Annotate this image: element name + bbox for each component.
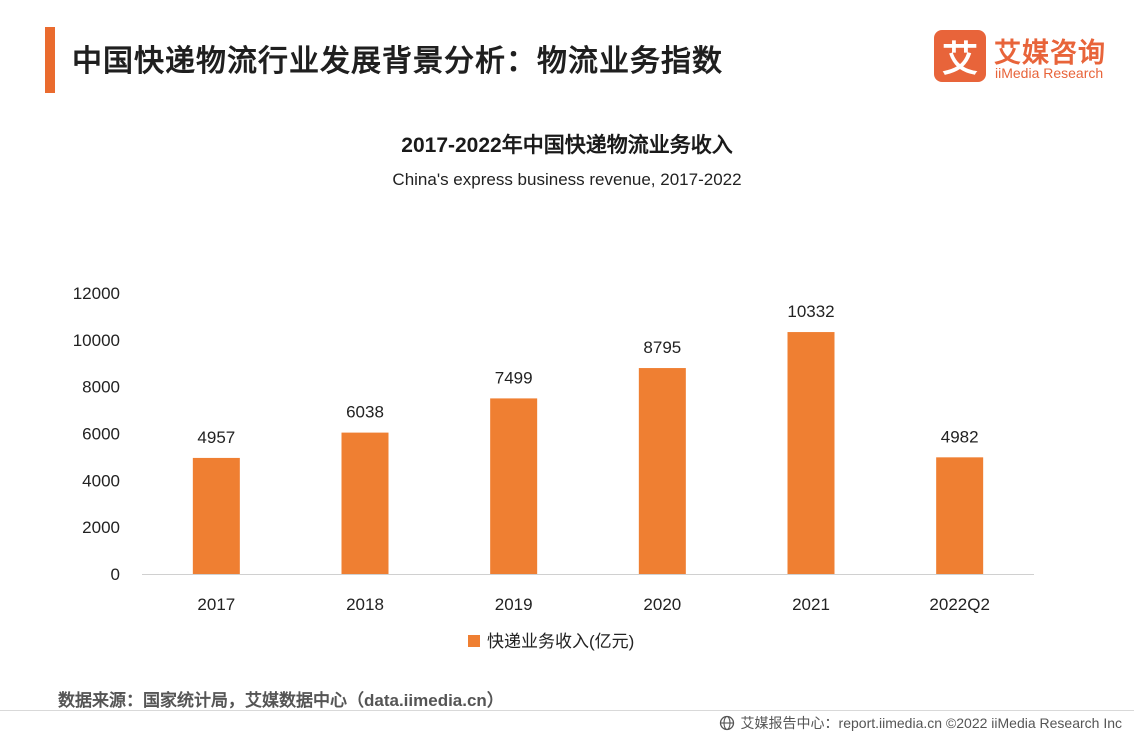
- x-tick-label-2019: 2019: [495, 595, 533, 614]
- data-label-2022Q2: 4982: [941, 427, 979, 446]
- footer: 艾媒报告中心：report.iimedia.cn ©2022 iiMedia R…: [719, 713, 1122, 733]
- footer-text: 艾媒报告中心：report.iimedia.cn ©2022 iiMedia R…: [740, 715, 1122, 731]
- x-tick-label-2017: 2017: [197, 595, 235, 614]
- data-label-2017: 4957: [197, 428, 235, 447]
- bar-2022Q2: [936, 457, 984, 574]
- footer-divider: [0, 710, 1134, 711]
- data-label-2020: 8795: [643, 338, 681, 357]
- logo-name-cn: 艾媒咨询: [994, 38, 1106, 68]
- legend-swatch: [468, 635, 480, 647]
- bar-2017: [192, 457, 240, 574]
- x-tick-label-2018: 2018: [346, 595, 384, 614]
- x-tick-label-2021: 2021: [792, 595, 830, 614]
- globe-icon: [719, 715, 734, 731]
- y-tick-label: 10000: [73, 331, 120, 350]
- legend-label: 快递业务收入(亿元): [487, 632, 634, 651]
- title-accent-bar: [45, 27, 55, 93]
- y-tick-label: 6000: [82, 425, 120, 444]
- bar-2018: [341, 432, 389, 574]
- x-tick-label-2020: 2020: [643, 595, 681, 614]
- bar-2019: [490, 398, 538, 574]
- data-label-2019: 7499: [495, 368, 533, 387]
- page-title: 中国快递物流行业发展背景分析：物流业务指数: [72, 45, 723, 78]
- x-tick-label-2022Q2: 2022Q2: [929, 595, 990, 614]
- y-tick-label: 2000: [82, 518, 120, 537]
- bar-2021: [787, 332, 835, 574]
- data-label-2018: 6038: [346, 403, 384, 422]
- data-source-note: 数据来源：国家统计局，艾媒数据中心（data.iimedia.cn）: [58, 691, 504, 710]
- data-label-2021: 10332: [787, 302, 834, 321]
- chart-title: 2017-2022年中国快递物流业务收入: [401, 134, 733, 157]
- chart-subtitle: China's express business revenue, 2017-2…: [392, 170, 742, 189]
- y-tick-label: 4000: [82, 471, 120, 490]
- bar-2020: [638, 368, 686, 574]
- y-tick-label: 12000: [73, 284, 120, 303]
- y-tick-label: 8000: [82, 378, 120, 397]
- y-tick-label: 0: [111, 565, 120, 584]
- iimedia-logo: 艾 艾媒咨询 iiMedia Research: [934, 30, 1114, 86]
- logo-name-en: iiMedia Research: [995, 65, 1104, 81]
- logo-mark-icon: 艾: [934, 30, 986, 82]
